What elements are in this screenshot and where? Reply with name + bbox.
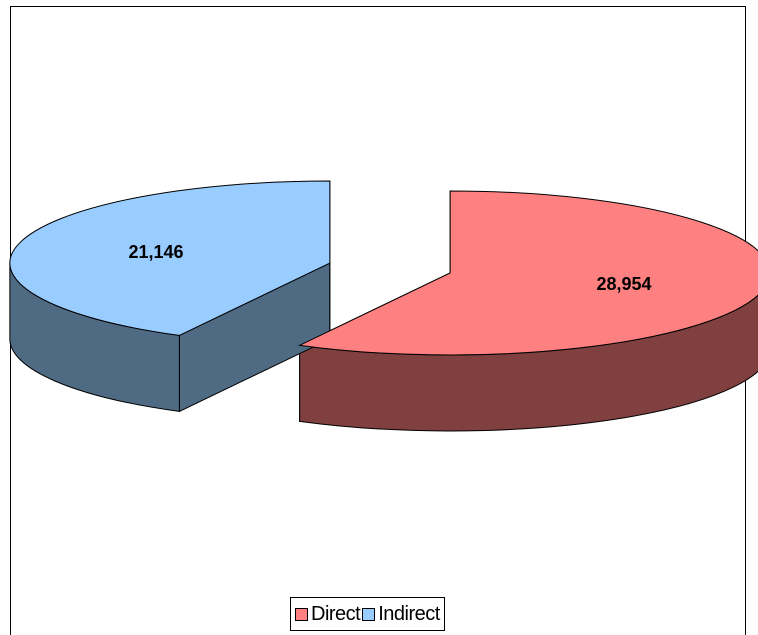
legend-swatch-direct (295, 607, 308, 621)
legend-item-indirect: Indirect (362, 603, 440, 626)
legend-item-direct: Direct (295, 602, 361, 626)
legend-label-direct: Direct (311, 602, 361, 625)
data-label-indirect: 21,146 (128, 242, 183, 262)
legend-label-indirect: Indirect (378, 602, 440, 625)
legend-swatch-indirect (362, 607, 376, 621)
slice-direct (297, 190, 758, 356)
data-label-direct: 28,954 (596, 274, 651, 294)
legend: Direct Indirect (290, 597, 445, 631)
slice-indirect (9, 180, 331, 336)
